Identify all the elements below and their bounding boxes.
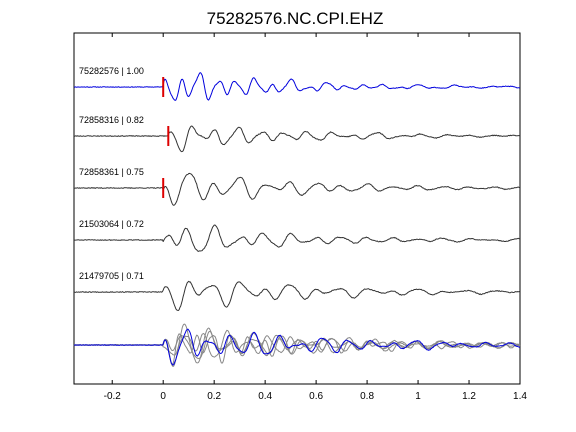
overlay-line [73,328,521,366]
trace-label-group: 75282576 | 1.00 72858316 | 0.82 72858361 |… [79,66,144,281]
trace-label: 72858361 | 0.75 [79,167,144,177]
trace-line [74,172,521,206]
trace-line [73,280,521,311]
x-tick-label: -0.2 [104,391,122,402]
x-tick-label: 1 [415,391,421,402]
x-tick-label: 0.8 [360,391,374,402]
trace-label: 72858316 | 0.82 [79,115,144,125]
x-tick-label: 0.4 [258,391,272,402]
overlay-group [73,323,521,367]
trace-line [73,125,521,153]
trace-label: 21479705 | 0.71 [79,271,144,281]
x-tick-label: 0.6 [309,391,323,402]
trace-label: 75282576 | 1.00 [79,66,144,76]
trace-label: 21503064 | 0.72 [79,219,144,229]
x-tick-label: 0.2 [207,391,221,402]
overlay-line [73,333,520,366]
x-tick-label: 1.4 [513,391,527,402]
trace-line [73,72,521,101]
overlay-line [73,329,521,367]
x-tick-label: 0 [160,391,166,402]
chart-title: 75282576.NC.CPI.EHZ [207,9,384,28]
x-tick-label: 1.2 [462,391,476,402]
pick-marker-group [162,77,170,198]
trace-line [73,224,521,252]
plot-frame [73,32,521,385]
x-axis: -0.2 0 0.2 0.4 0.6 0.8 1 1.2 1.4 [104,33,527,402]
trace-group [73,72,521,311]
